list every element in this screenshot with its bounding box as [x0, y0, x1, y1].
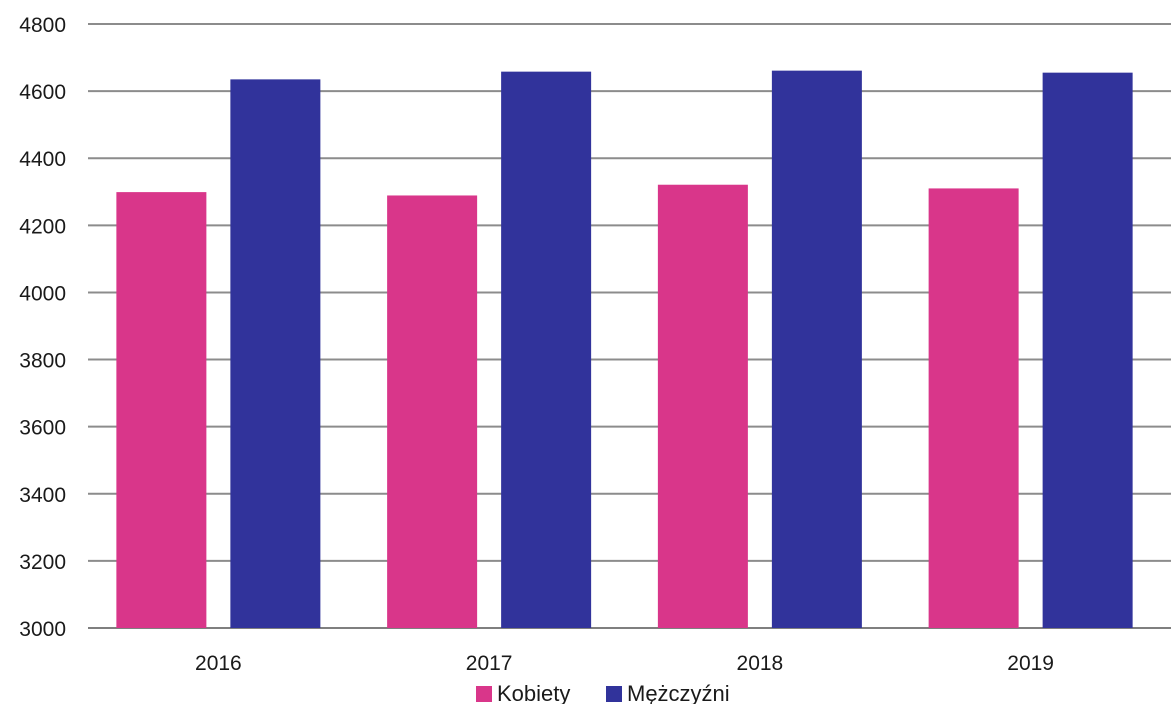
x-tick-label: 2019 — [1007, 652, 1054, 675]
y-tick-label: 4600 — [19, 81, 66, 104]
x-tick-label: 2017 — [466, 652, 513, 675]
legend-swatch-mezczyzni — [606, 686, 622, 702]
x-tick-label: 2018 — [737, 652, 784, 675]
x-tick-label: 2016 — [195, 652, 242, 675]
y-tick-label: 4400 — [19, 148, 66, 171]
legend: Kobiety Mężczyźni — [476, 681, 730, 704]
bars — [116, 70, 1133, 629]
y-tick-label: 3600 — [19, 417, 66, 440]
y-tick-label: 4800 — [19, 14, 66, 37]
y-tick-label: 3000 — [19, 618, 66, 641]
bar-mezczyzni-2016 — [230, 79, 321, 628]
legend-label-kobiety: Kobiety — [497, 681, 570, 704]
bar-kobiety-2018 — [657, 184, 748, 628]
y-tick-label: 4000 — [19, 282, 66, 305]
y-tick-label: 4200 — [19, 215, 66, 238]
y-tick-label: 3200 — [19, 551, 66, 574]
x-axis: 2016 2017 2018 2019 — [195, 652, 1054, 675]
bar-mezczyzni-2019 — [1042, 72, 1133, 628]
bar-kobiety-2016 — [116, 192, 207, 628]
y-tick-label: 3800 — [19, 350, 66, 373]
legend-swatch-kobiety — [476, 686, 492, 702]
y-tick-label: 3400 — [19, 484, 66, 507]
bar-kobiety-2017 — [387, 195, 478, 629]
bar-kobiety-2019 — [928, 188, 1019, 628]
bar-mezczyzni-2017 — [501, 71, 592, 629]
y-axis: 3000 3200 3400 3600 3800 4000 4200 4400 4600 4800 — [19, 14, 66, 641]
legend-label-mezczyzni: Mężczyźni — [627, 681, 730, 704]
bar-mezczyzni-2018 — [771, 70, 862, 629]
